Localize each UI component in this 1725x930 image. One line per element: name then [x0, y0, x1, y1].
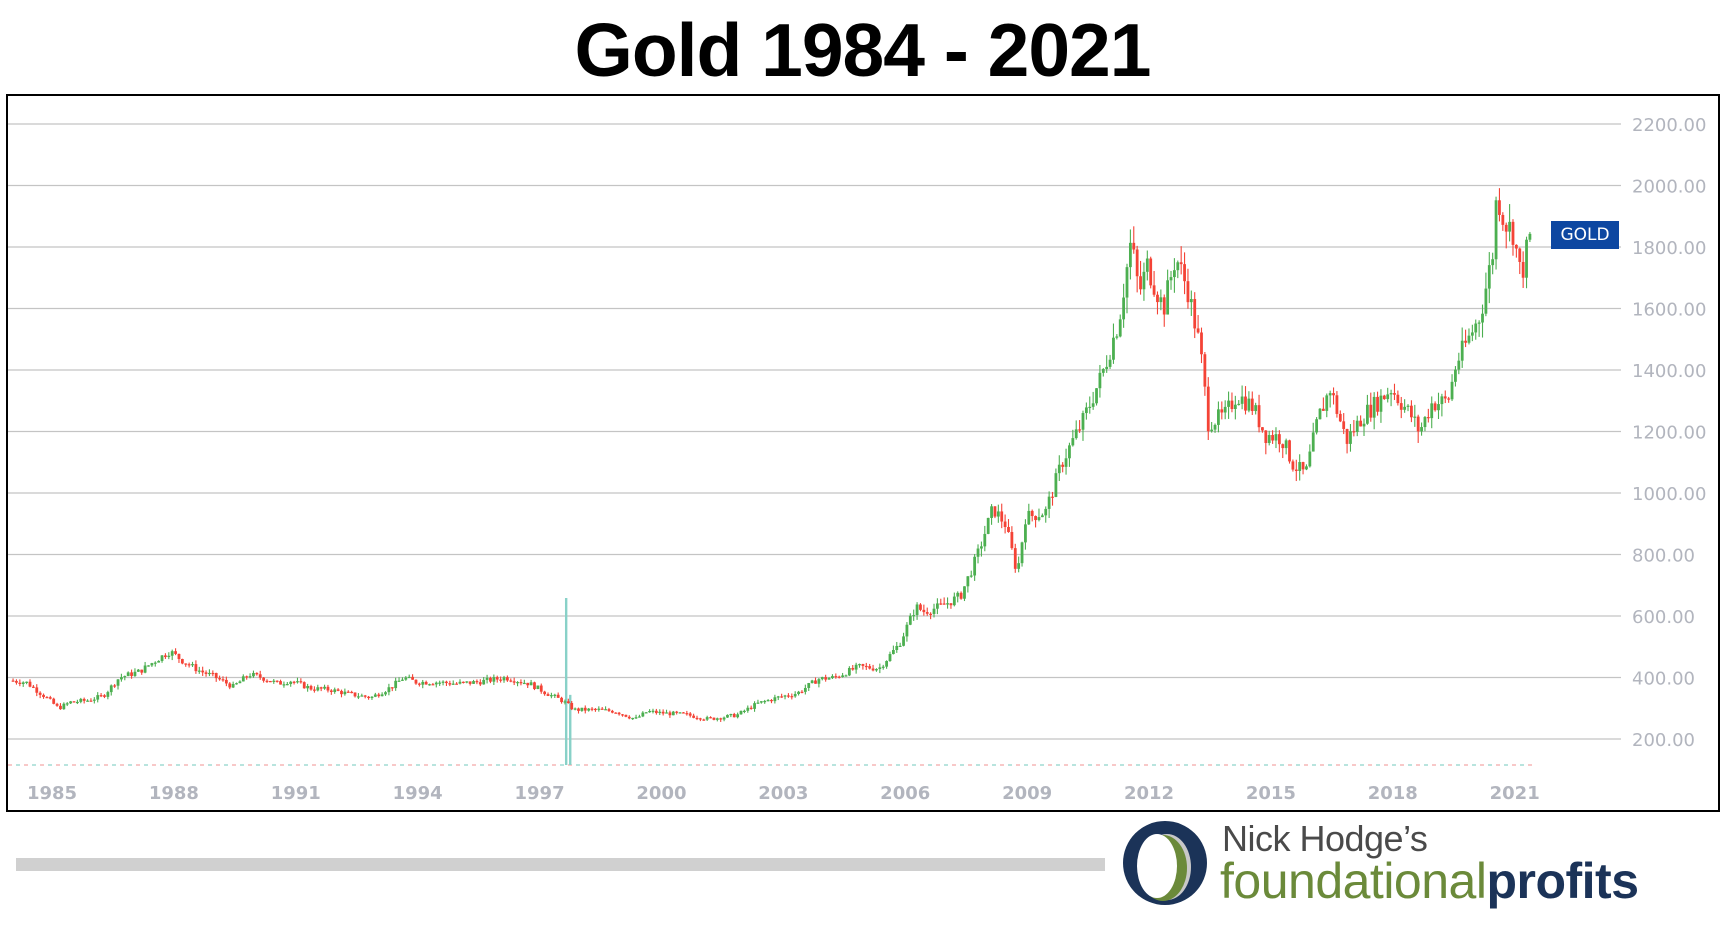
brand-name-part1: foundational [1220, 853, 1487, 909]
foundational-profits-logo-icon [1123, 821, 1207, 905]
x-axis-label: 2012 [1124, 783, 1174, 804]
y-axis-label: 1400.00 [1632, 361, 1706, 382]
x-axis-label: 1985 [27, 783, 77, 804]
candles [11, 188, 1532, 722]
chart-panel[interactable] [6, 94, 1720, 812]
y-axis-label: 1800.00 [1632, 238, 1706, 259]
x-axis-label: 1988 [149, 783, 199, 804]
brand-name-part2: profits [1486, 853, 1639, 909]
volume-bar [569, 694, 572, 765]
y-axis-label: 400.00 [1632, 669, 1695, 690]
x-axis-label: 2009 [1002, 783, 1052, 804]
y-axis-label: 1600.00 [1632, 300, 1706, 321]
x-axis-label: 2003 [758, 783, 808, 804]
x-axis-label: 2018 [1368, 783, 1418, 804]
x-axis-label: 2000 [636, 783, 686, 804]
timeline-scrollbar[interactable] [16, 858, 1105, 871]
y-axis-label: 1200.00 [1632, 423, 1706, 444]
x-axis-label: 2015 [1246, 783, 1296, 804]
x-axis-label: 1994 [393, 783, 443, 804]
symbol-price-tag: GOLD [1551, 221, 1619, 249]
x-axis-label: 2021 [1490, 783, 1540, 804]
x-axis-label: 1997 [515, 783, 565, 804]
y-axis-label: 600.00 [1632, 607, 1695, 628]
chart-title: Gold 1984 - 2021 [574, 8, 1152, 92]
y-axis-label: 200.00 [1632, 730, 1695, 751]
y-axis-label: 800.00 [1632, 546, 1695, 567]
y-axis-label: 2000.00 [1632, 177, 1706, 198]
x-axis-label: 2006 [880, 783, 930, 804]
brand-name-text: foundationalprofits [1220, 852, 1639, 910]
x-axis-label: 1991 [271, 783, 321, 804]
volume-bar [564, 598, 568, 765]
brand-owner-text: Nick Hodge’s [1222, 818, 1428, 859]
y-axis-label: 2200.00 [1632, 115, 1706, 136]
y-axis-label: 1000.00 [1632, 484, 1706, 505]
